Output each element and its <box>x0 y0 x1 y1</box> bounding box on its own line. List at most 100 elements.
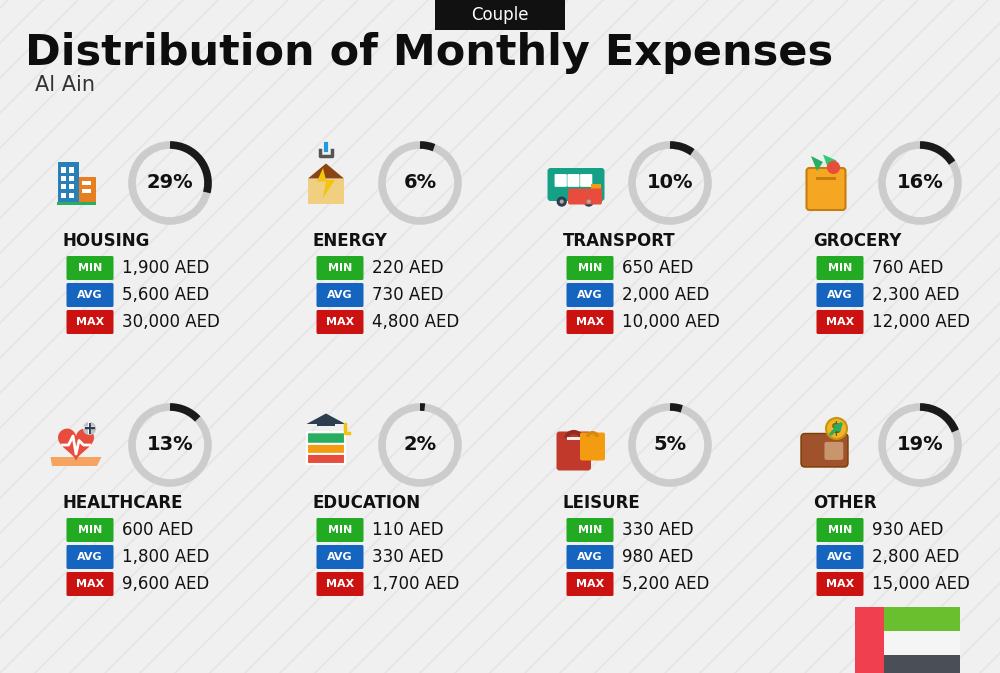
Text: 9,600 AED: 9,600 AED <box>122 575 209 593</box>
FancyBboxPatch shape <box>566 572 614 596</box>
Text: Couple: Couple <box>471 6 529 24</box>
Text: 600 AED: 600 AED <box>122 521 193 539</box>
FancyBboxPatch shape <box>316 310 364 334</box>
FancyBboxPatch shape <box>307 432 345 444</box>
Text: 5,600 AED: 5,600 AED <box>122 286 209 304</box>
Text: 19%: 19% <box>897 435 943 454</box>
FancyBboxPatch shape <box>68 184 74 189</box>
FancyBboxPatch shape <box>816 283 864 307</box>
Text: MAX: MAX <box>826 317 854 327</box>
Text: HEALTHCARE: HEALTHCARE <box>63 494 184 512</box>
Polygon shape <box>308 164 344 178</box>
Text: AVG: AVG <box>577 552 603 562</box>
Polygon shape <box>306 413 346 424</box>
Text: AVG: AVG <box>327 290 353 300</box>
FancyBboxPatch shape <box>591 184 601 195</box>
FancyBboxPatch shape <box>82 181 91 185</box>
Text: 2,800 AED: 2,800 AED <box>872 548 959 566</box>
FancyBboxPatch shape <box>316 572 364 596</box>
FancyBboxPatch shape <box>316 545 364 569</box>
Text: AVG: AVG <box>77 290 103 300</box>
Text: LEISURE: LEISURE <box>563 494 641 512</box>
Text: ENERGY: ENERGY <box>313 232 388 250</box>
Text: 2%: 2% <box>403 435 437 454</box>
Text: MIN: MIN <box>828 263 852 273</box>
Text: 5,200 AED: 5,200 AED <box>622 575 709 593</box>
FancyBboxPatch shape <box>806 168 846 210</box>
Text: Distribution of Monthly Expenses: Distribution of Monthly Expenses <box>25 32 833 74</box>
Polygon shape <box>317 168 335 198</box>
Text: 330 AED: 330 AED <box>372 548 444 566</box>
Text: 4,800 AED: 4,800 AED <box>372 313 459 331</box>
Text: 1,900 AED: 1,900 AED <box>122 259 209 277</box>
FancyBboxPatch shape <box>816 518 864 542</box>
Circle shape <box>826 418 847 439</box>
Text: 980 AED: 980 AED <box>622 548 693 566</box>
FancyBboxPatch shape <box>61 184 66 189</box>
Circle shape <box>827 161 840 174</box>
Text: AVG: AVG <box>77 552 103 562</box>
Text: MAX: MAX <box>76 317 104 327</box>
Text: 1,800 AED: 1,800 AED <box>122 548 209 566</box>
FancyBboxPatch shape <box>317 423 335 427</box>
Text: $: $ <box>831 421 842 436</box>
Circle shape <box>587 199 591 204</box>
Text: 1,700 AED: 1,700 AED <box>372 575 459 593</box>
FancyBboxPatch shape <box>556 431 591 470</box>
FancyBboxPatch shape <box>567 174 580 187</box>
FancyBboxPatch shape <box>580 174 592 187</box>
FancyBboxPatch shape <box>884 631 960 655</box>
FancyBboxPatch shape <box>884 655 960 673</box>
Text: 10,000 AED: 10,000 AED <box>622 313 720 331</box>
Text: 760 AED: 760 AED <box>872 259 943 277</box>
FancyBboxPatch shape <box>66 283 114 307</box>
Text: 650 AED: 650 AED <box>622 259 693 277</box>
FancyBboxPatch shape <box>82 189 91 193</box>
Text: 2,300 AED: 2,300 AED <box>872 286 960 304</box>
Text: MIN: MIN <box>78 263 102 273</box>
FancyBboxPatch shape <box>56 202 96 205</box>
Text: MIN: MIN <box>78 525 102 535</box>
Text: Al Ain: Al Ain <box>35 75 95 95</box>
FancyBboxPatch shape <box>884 607 960 631</box>
Text: AVG: AVG <box>827 552 853 562</box>
Text: HOUSING: HOUSING <box>63 232 150 250</box>
Text: MAX: MAX <box>576 579 604 589</box>
FancyBboxPatch shape <box>568 188 602 205</box>
Text: 29%: 29% <box>147 174 193 192</box>
Text: 13%: 13% <box>147 435 193 454</box>
Text: MIN: MIN <box>328 525 352 535</box>
FancyBboxPatch shape <box>566 545 614 569</box>
FancyBboxPatch shape <box>79 177 96 204</box>
FancyBboxPatch shape <box>816 545 864 569</box>
FancyBboxPatch shape <box>566 518 614 542</box>
FancyBboxPatch shape <box>307 442 345 454</box>
FancyBboxPatch shape <box>316 256 364 280</box>
Circle shape <box>557 197 567 207</box>
Text: 12,000 AED: 12,000 AED <box>872 313 970 331</box>
Text: 5%: 5% <box>653 435 687 454</box>
FancyBboxPatch shape <box>566 256 614 280</box>
Polygon shape <box>823 155 836 171</box>
Text: +: + <box>81 419 98 438</box>
Circle shape <box>560 199 564 204</box>
Text: GROCERY: GROCERY <box>813 232 901 250</box>
FancyBboxPatch shape <box>66 572 114 596</box>
Text: 15,000 AED: 15,000 AED <box>872 575 970 593</box>
Polygon shape <box>58 429 94 461</box>
Text: TRANSPORT: TRANSPORT <box>563 232 676 250</box>
FancyBboxPatch shape <box>68 168 74 172</box>
Text: MIN: MIN <box>578 263 602 273</box>
Text: 110 AED: 110 AED <box>372 521 444 539</box>
Text: OTHER: OTHER <box>813 494 877 512</box>
Polygon shape <box>811 156 823 171</box>
Text: AVG: AVG <box>827 290 853 300</box>
Text: MAX: MAX <box>76 579 104 589</box>
Text: MIN: MIN <box>578 525 602 535</box>
FancyBboxPatch shape <box>824 442 843 460</box>
Circle shape <box>584 197 594 207</box>
FancyBboxPatch shape <box>66 518 114 542</box>
Text: 330 AED: 330 AED <box>622 521 694 539</box>
Polygon shape <box>50 457 102 466</box>
Text: AVG: AVG <box>327 552 353 562</box>
